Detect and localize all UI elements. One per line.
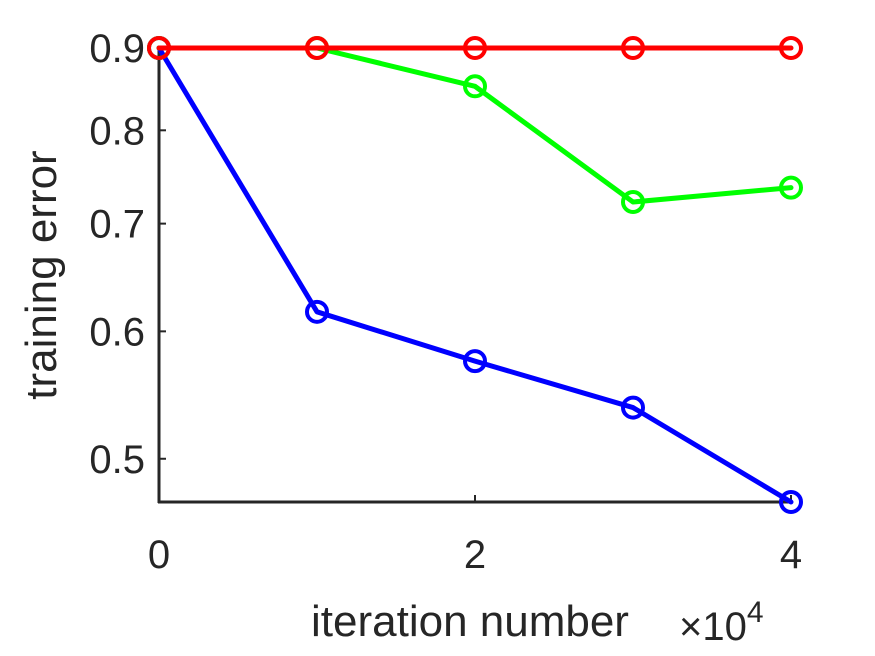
data-point (147, 36, 171, 60)
data-point (463, 74, 487, 99)
x-axis-label: iteration number (311, 597, 629, 646)
labels: iteration number ×104 training error (17, 150, 764, 649)
data-point (305, 299, 329, 324)
x-axis-exponent-power: 4 (747, 596, 764, 629)
data-point (621, 189, 645, 214)
data-point (305, 36, 329, 60)
data-point (779, 175, 803, 200)
axes: 0.5 0.6 0.7 0.8 0.9 0 2 4 (89, 27, 802, 577)
x-axis-exponent: ×104 (679, 596, 764, 649)
plot-area (147, 36, 803, 514)
x-tick-label: 2 (464, 533, 486, 577)
y-axis-label: training error (17, 150, 66, 399)
data-point (463, 36, 487, 60)
x-tick-label: 4 (780, 533, 802, 577)
y-tick-label: 0.8 (89, 109, 145, 153)
x-tick-label: 0 (148, 533, 170, 577)
series-2 (147, 36, 803, 214)
data-point (463, 349, 487, 374)
series-line (156, 45, 794, 205)
y-tick-label: 0.6 (89, 310, 145, 354)
series-line (156, 45, 794, 505)
data-point (621, 395, 645, 420)
series-3 (147, 36, 803, 60)
x-axis-exponent-multiplier: ×10 (679, 605, 747, 649)
y-tick-label: 0.5 (89, 438, 145, 482)
series-1 (147, 36, 803, 514)
data-point (621, 36, 645, 60)
y-tick-label: 0.7 (89, 203, 145, 247)
data-point (779, 36, 803, 60)
y-tick-label: 0.9 (89, 27, 145, 71)
data-point (779, 490, 803, 514)
